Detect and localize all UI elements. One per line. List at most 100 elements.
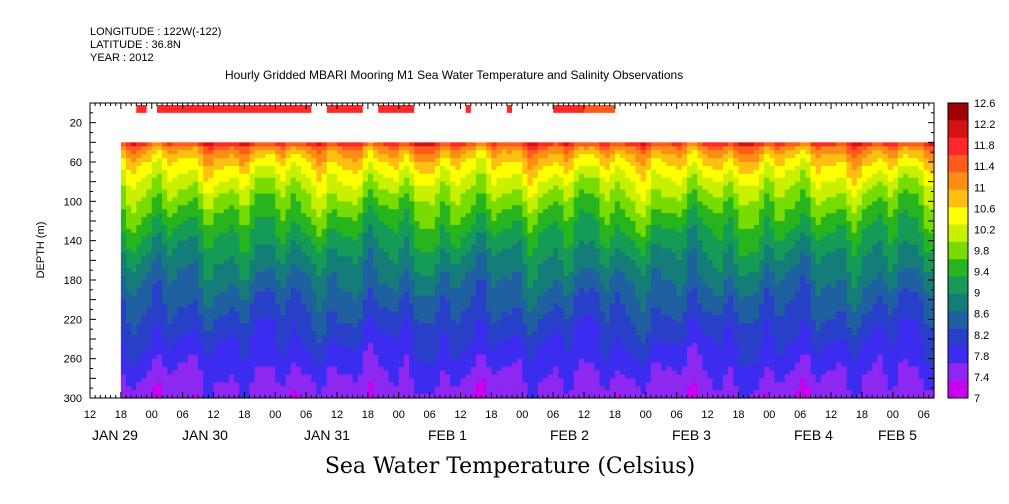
heatmap-cell: [141, 283, 148, 289]
heatmap-cell: [439, 366, 446, 372]
heatmap-cell: [120, 280, 127, 285]
heatmap-cell: [192, 260, 199, 265]
heatmap-cell: [362, 386, 369, 391]
heatmap-cell: [156, 165, 163, 171]
heatmap-cell: [352, 291, 359, 297]
heatmap-cell: [295, 217, 302, 222]
heatmap-cell: [445, 252, 451, 257]
heatmap-cell: [383, 181, 390, 187]
heatmap-cell: [429, 335, 436, 340]
heatmap-cell: [177, 146, 184, 151]
heatmap-cell: [275, 307, 282, 313]
heatmap-cell: [285, 319, 292, 324]
heatmap-cell: [414, 374, 420, 379]
heatmap-cell: [393, 287, 400, 293]
heatmap-cell: [419, 335, 426, 340]
heatmap-cell: [424, 252, 431, 257]
heatmap-cell: [244, 252, 251, 257]
heatmap-cell: [496, 303, 503, 309]
heatmap-cell: [321, 268, 328, 273]
heatmap-cell: [326, 205, 333, 210]
heatmap-cell: [496, 142, 503, 147]
heatmap-cell: [187, 354, 194, 360]
heatmap-cell: [445, 276, 451, 281]
heatmap-cell: [239, 213, 245, 218]
heatmap-cell: [450, 354, 456, 360]
heatmap-cell: [501, 185, 508, 191]
heatmap-cell: [228, 236, 235, 242]
heatmap-cell: [357, 232, 364, 238]
heatmap-cell: [254, 276, 261, 281]
heatmap-cell: [398, 244, 405, 250]
heatmap-cell: [347, 319, 354, 324]
heatmap-cell: [280, 295, 287, 301]
heatmap-cell: [393, 342, 400, 348]
heatmap-cell: [182, 295, 189, 301]
heatmap-cell: [316, 291, 323, 297]
heatmap-cell: [172, 217, 179, 222]
heatmap-cell: [367, 169, 374, 175]
heatmap-cell: [239, 295, 245, 301]
heatmap-cell: [167, 150, 173, 155]
heatmap-cell: [362, 142, 369, 147]
heatmap-cell: [172, 232, 179, 238]
heatmap-cell: [481, 268, 487, 273]
heatmap-cell: [126, 283, 132, 289]
heatmap-cell: [409, 173, 415, 179]
heatmap-cell: [378, 240, 384, 246]
heatmap-cell: [146, 335, 153, 340]
heatmap-cell: [445, 366, 451, 372]
heatmap-cell: [167, 295, 173, 301]
heatmap-cell: [182, 268, 189, 273]
heatmap-cell: [331, 224, 338, 230]
heatmap-cell: [264, 193, 271, 198]
heatmap-cell: [280, 142, 287, 147]
heatmap-cell: [203, 295, 209, 301]
heatmap-cell: [445, 217, 451, 222]
heatmap-cell: [512, 213, 518, 218]
heatmap-cell: [357, 370, 364, 375]
heatmap-cell: [496, 291, 503, 297]
heatmap-cell: [177, 260, 184, 265]
heatmap-cell: [295, 354, 302, 360]
heatmap-cell: [383, 185, 390, 191]
heatmap-cell: [460, 331, 467, 336]
heatmap-cell: [162, 370, 168, 375]
heatmap-cell: [306, 169, 312, 175]
heatmap-cell: [244, 146, 251, 151]
heatmap-cell: [326, 236, 333, 242]
heatmap-cell: [203, 260, 209, 265]
heatmap-cell: [187, 390, 194, 395]
heatmap-cell: [388, 283, 395, 289]
heatmap-cell: [388, 339, 395, 344]
heatmap-cell: [321, 280, 328, 285]
heatmap-cell: [146, 299, 153, 305]
heatmap-cell: [409, 213, 415, 218]
heatmap-cell: [475, 315, 482, 320]
heatmap-cell: [378, 142, 384, 147]
heatmap-cell: [512, 335, 518, 340]
heatmap-cell: [290, 169, 297, 175]
heatmap-cell: [347, 228, 354, 234]
heatmap-cell: [460, 342, 467, 348]
heatmap-cell: [301, 221, 307, 226]
heatmap-cell: [337, 291, 343, 297]
heatmap-cell: [316, 189, 323, 195]
heatmap-cell: [285, 146, 292, 151]
heatmap-cell: [450, 335, 456, 340]
heatmap-cell: [486, 315, 493, 320]
heatmap-cell: [465, 311, 472, 316]
heatmap-cell: [208, 264, 215, 269]
heatmap-cell: [244, 268, 251, 273]
heatmap-cell: [326, 228, 333, 234]
heatmap-cell: [393, 189, 400, 195]
heatmap-cell: [403, 189, 410, 195]
heatmap-cell: [249, 173, 256, 179]
heatmap-cell: [187, 146, 194, 151]
heatmap-cell: [177, 280, 184, 285]
heatmap-cell: [352, 268, 359, 273]
heatmap-cell: [409, 248, 415, 254]
heatmap-cell: [306, 299, 312, 305]
heatmap-cell: [342, 244, 348, 250]
heatmap-cell: [455, 272, 462, 277]
